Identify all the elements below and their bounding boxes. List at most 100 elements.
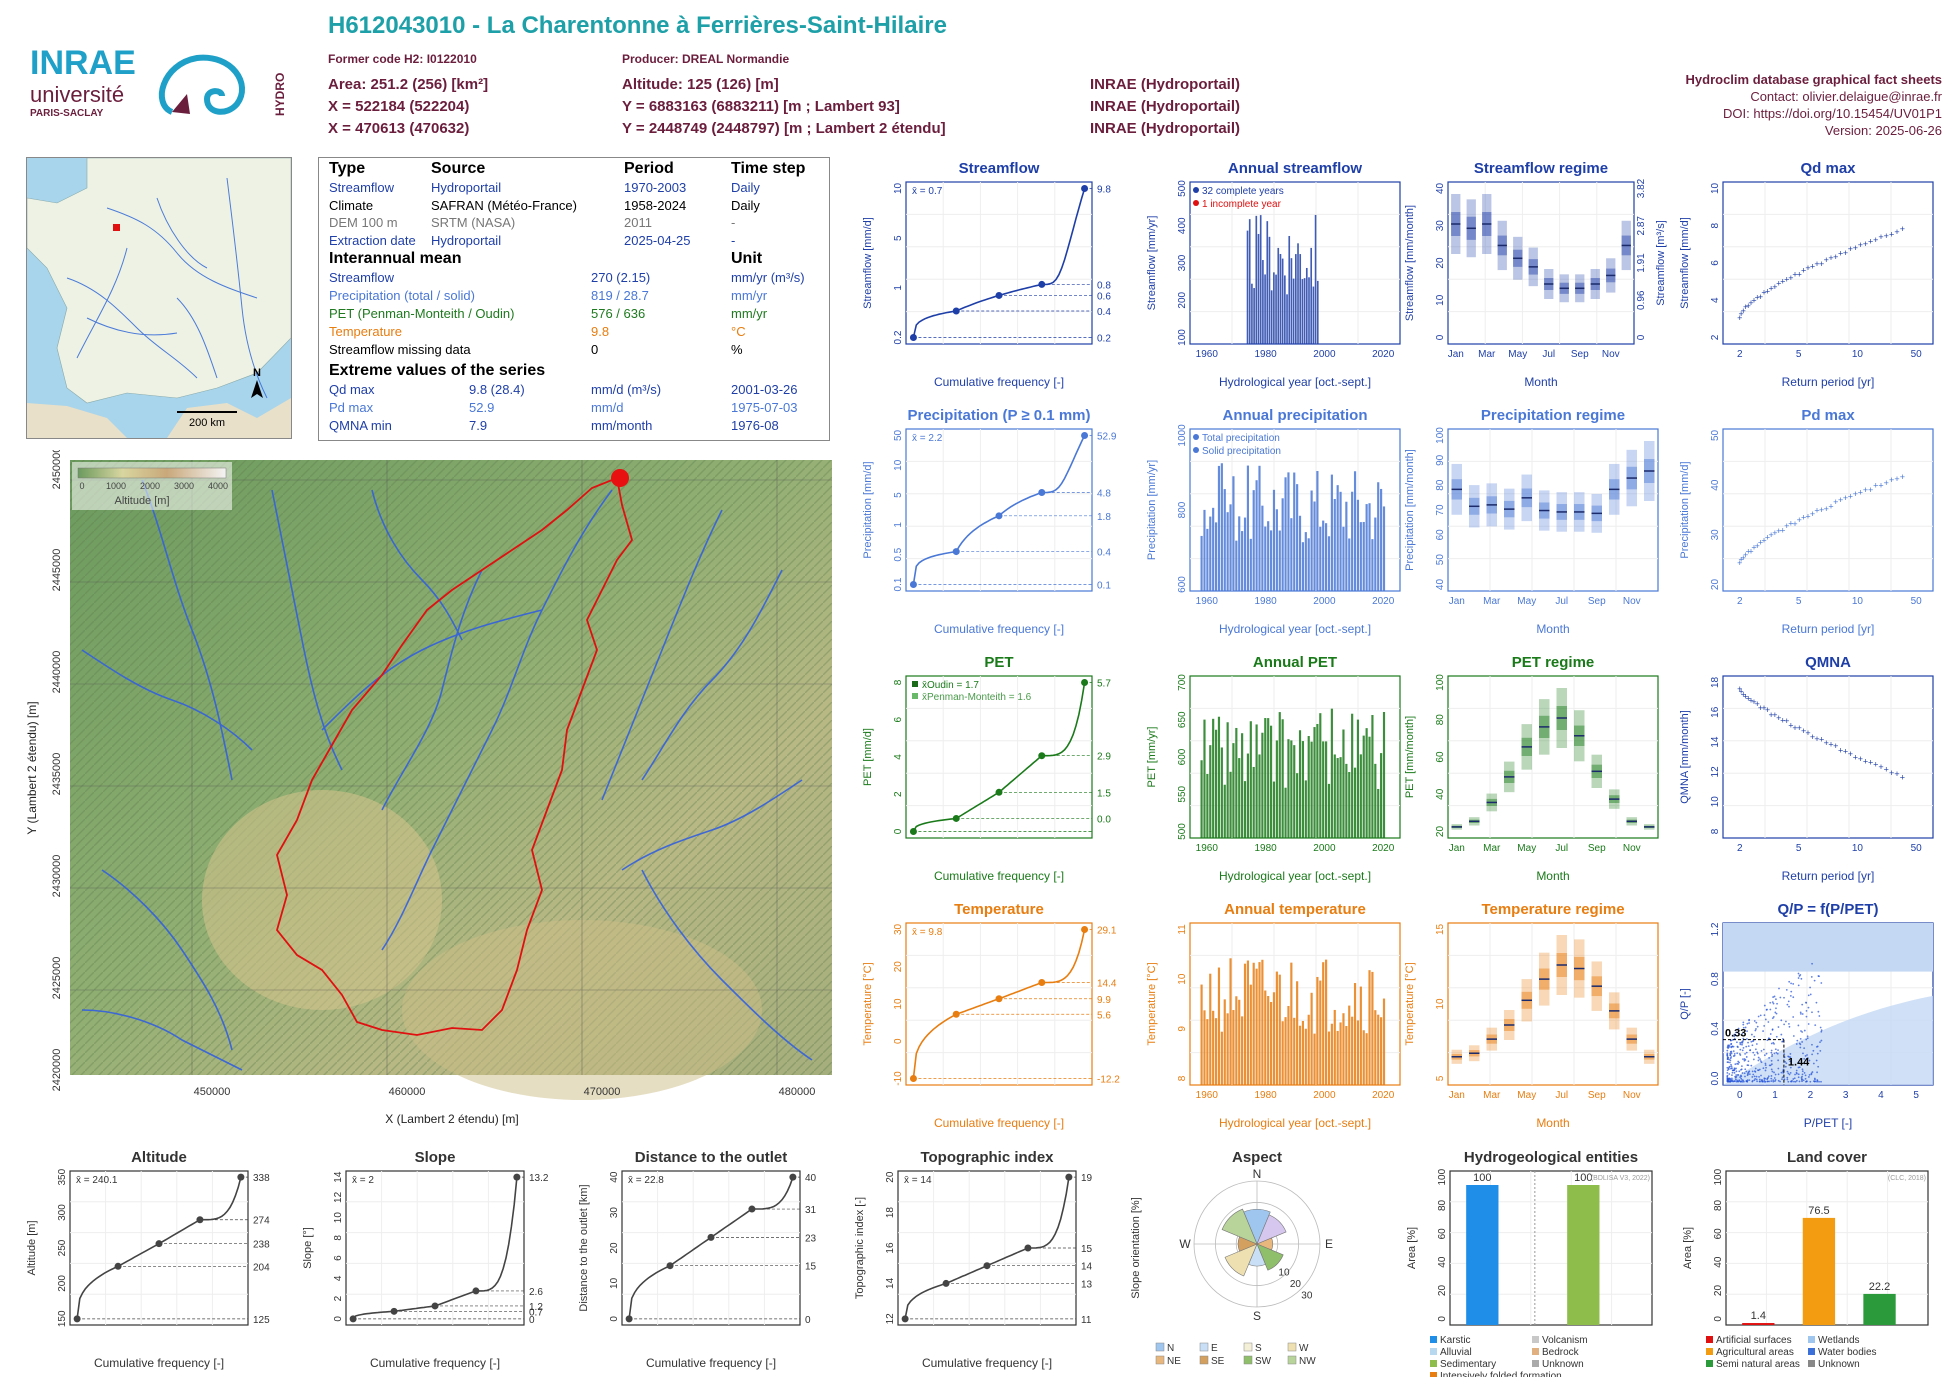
qp-point xyxy=(1780,1071,1783,1074)
qp-point xyxy=(1801,1068,1804,1071)
annual-bar xyxy=(1339,491,1342,591)
qp-point xyxy=(1739,1076,1742,1079)
annual-bar xyxy=(1259,215,1262,344)
ytick: 60 xyxy=(1713,1228,1724,1240)
annual-bar xyxy=(1229,504,1232,591)
qp-point xyxy=(1800,977,1803,980)
extreme-point: + xyxy=(1741,553,1746,563)
chart-ylabel: Streamflow [mm/d] xyxy=(1679,217,1691,309)
extreme-point: + xyxy=(1868,758,1873,768)
ytick: 60 xyxy=(1435,751,1446,763)
qp-point xyxy=(1792,983,1795,985)
chart-xlabel: Cumulative frequency [-] xyxy=(934,375,1064,389)
ytick: 20 xyxy=(885,1171,896,1183)
ytick: 6 xyxy=(893,717,904,723)
qp-point xyxy=(1777,1067,1780,1070)
xtick: 5 xyxy=(1796,596,1802,607)
extreme-point: + xyxy=(1868,485,1873,495)
qp-point xyxy=(1792,1078,1795,1080)
annual-bar xyxy=(1217,967,1221,1085)
quantile-label: 15 xyxy=(805,1262,817,1273)
chart-pet: PET Cumulative frequency [-] PET [mm/d] 0 2 4… xyxy=(862,654,1111,883)
ytick: 650 xyxy=(1177,711,1188,728)
annual-bar xyxy=(1319,713,1322,838)
quantile-point xyxy=(625,1315,633,1323)
xtick: 10 xyxy=(1852,349,1864,360)
extreme-point: + xyxy=(1748,298,1753,308)
qp-point xyxy=(1789,1066,1792,1069)
extreme-value: 52.9 xyxy=(469,400,495,415)
quantile-label: 0.4 xyxy=(1097,548,1111,559)
annual-bar xyxy=(1287,739,1290,838)
annual-bar xyxy=(1214,729,1218,838)
ytick: 2 xyxy=(333,1295,344,1301)
qp-point xyxy=(1800,1076,1803,1079)
qp-point xyxy=(1770,1080,1773,1082)
xtick: 2000 xyxy=(1313,843,1336,854)
annual-bar xyxy=(1278,712,1281,838)
qp-point xyxy=(1787,1000,1790,1003)
qp-point xyxy=(1735,1041,1738,1044)
quantile-label: 0.8 xyxy=(1097,280,1111,291)
extreme-point: + xyxy=(1784,716,1789,726)
chart-precipitation_regime: Precipitation regime Month Precipitation [… xyxy=(1404,407,1659,636)
extreme-date: 1975-07-03 xyxy=(731,400,798,415)
legend-swatch xyxy=(1532,1348,1539,1355)
annual-bar xyxy=(1220,747,1223,838)
legend-entry: Agricultural areas xyxy=(1716,1347,1794,1358)
quantile-point xyxy=(952,1010,960,1018)
chart-hydrogeology: Hydrogeological entities Area [%] 0 20 40 60 8… xyxy=(1406,1149,1653,1377)
quantile-point xyxy=(1065,1173,1073,1181)
annual-bar xyxy=(1310,992,1313,1085)
qp-point xyxy=(1762,1067,1765,1070)
quantile-point xyxy=(155,1240,163,1248)
qp-point xyxy=(1814,1024,1817,1027)
annual-bar xyxy=(1262,260,1264,344)
qp-point xyxy=(1800,1012,1802,1015)
aspect-ring-label: 30 xyxy=(1301,1290,1313,1301)
xtick: 2 xyxy=(1737,596,1743,607)
chart-xlabel: Hydrological year [oct.-sept.] xyxy=(1219,375,1371,389)
quantile-point xyxy=(73,1315,81,1323)
qp-point xyxy=(1790,990,1793,993)
qp-point xyxy=(1774,1073,1777,1076)
quantile-point xyxy=(349,1315,357,1323)
qp-point xyxy=(1809,986,1812,989)
xtick: 2000 xyxy=(1313,596,1336,607)
annual-bar xyxy=(1303,278,1306,344)
info-period: 1958-2024 xyxy=(624,197,687,213)
hydro-logo: HYDRO xyxy=(158,54,287,116)
qp-point xyxy=(1760,1079,1763,1082)
qp-point xyxy=(1777,1073,1780,1076)
category-tick: Nov xyxy=(1623,1090,1641,1101)
annual-bar xyxy=(1316,471,1319,591)
xtick: 1980 xyxy=(1254,843,1277,854)
annual-bar xyxy=(1380,488,1383,591)
annual-bar xyxy=(1380,1017,1383,1085)
legend-swatch xyxy=(1155,1355,1165,1365)
qp-point xyxy=(1816,1080,1818,1083)
extreme-point: + xyxy=(1894,769,1899,779)
qp-point xyxy=(1805,1038,1808,1041)
qp-point xyxy=(1732,1050,1735,1053)
qp-point xyxy=(1763,1025,1766,1027)
mean-unit: mm/yr xyxy=(731,306,768,321)
qp-point xyxy=(1764,1080,1767,1083)
category-tick: Jan xyxy=(1448,349,1464,360)
xtick: 4 xyxy=(1878,1090,1884,1101)
quantile-point xyxy=(909,828,917,836)
category-tick: Mar xyxy=(1478,349,1496,360)
qp-point xyxy=(1798,1042,1801,1045)
extreme-point: + xyxy=(1838,495,1843,505)
annual-bar xyxy=(1325,959,1328,1085)
qp-point xyxy=(1806,1035,1809,1038)
area-bar xyxy=(1742,1323,1775,1325)
chart-ylabel: PET [mm/yr] xyxy=(1146,727,1158,788)
qp-point xyxy=(1738,1079,1741,1081)
extreme-point: + xyxy=(1801,726,1806,736)
plot-frame xyxy=(905,181,1093,345)
category-tick: May xyxy=(1508,349,1527,360)
qp-point xyxy=(1771,1070,1774,1073)
plot-frame xyxy=(69,1170,249,1326)
extreme-point: + xyxy=(1797,269,1802,279)
